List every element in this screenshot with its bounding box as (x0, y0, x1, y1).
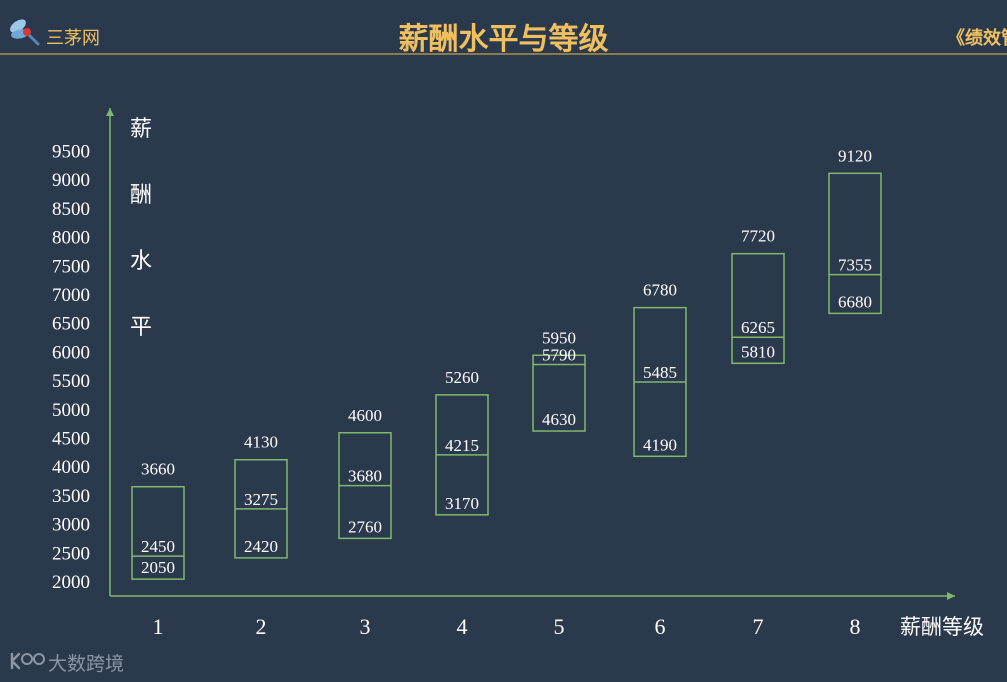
range-max-label: 4130 (244, 433, 278, 452)
y-tick-label: 5000 (52, 400, 90, 421)
range-mid-label: 3275 (244, 490, 278, 509)
range-max-label: 9120 (838, 146, 872, 165)
y-tick-label: 9000 (52, 170, 90, 191)
watermark-logo-icon (10, 652, 45, 670)
y-axis-label: 水 (130, 249, 152, 274)
dragonfly-logo-icon (10, 19, 40, 46)
range-mid-label: 7355 (838, 256, 872, 275)
y-tick-label: 3000 (52, 515, 90, 536)
x-axis-arrow (947, 592, 955, 600)
page-subtitle: 《绩效管理与 (947, 28, 1007, 49)
x-axis-label: 薪酬等级 (900, 615, 984, 639)
range-min-label: 6680 (838, 292, 872, 311)
range-box (828, 172, 882, 315)
range-max-label: 7720 (741, 227, 775, 246)
range-min-label: 4190 (643, 435, 677, 454)
range-max-label: 5950 (542, 328, 576, 347)
x-tick-label: 1 (153, 614, 164, 639)
brand-name: 三茅网 (46, 28, 100, 49)
y-tick-label: 7000 (52, 285, 90, 306)
header-divider (0, 53, 1007, 55)
range-min-label: 4630 (542, 410, 576, 429)
x-tick-label: 8 (850, 614, 861, 639)
range-box (731, 252, 785, 365)
range-mid-label: 4215 (445, 436, 479, 455)
x-tick-label: 6 (655, 614, 666, 639)
y-tick-label: 4000 (52, 457, 90, 478)
x-tick-label: 3 (360, 614, 371, 639)
x-tick-label: 7 (753, 614, 764, 639)
y-axis-label: 酬 (130, 183, 152, 208)
range-min-label: 2420 (244, 537, 278, 556)
y-tick-label: 2000 (52, 572, 90, 593)
y-tick-label: 8000 (52, 228, 90, 249)
x-tick-label: 4 (457, 614, 468, 639)
y-axis-label: 平 (130, 315, 152, 340)
range-mid-label: 5790 (542, 345, 576, 364)
range-max-label: 5260 (445, 368, 479, 387)
range-min-label: 2050 (141, 558, 175, 577)
range-min-label: 2760 (348, 517, 382, 536)
range-max-label: 6780 (643, 281, 677, 300)
y-tick-label: 5500 (52, 371, 90, 392)
y-axis-arrow (106, 108, 114, 116)
range-mid-label: 6265 (741, 318, 775, 337)
page-title: 薪酬水平与等级 (398, 22, 609, 57)
range-mid-label: 5485 (643, 363, 677, 382)
range-max-label: 3660 (141, 460, 175, 479)
y-tick-label: 8500 (52, 199, 90, 220)
y-tick-label: 6000 (52, 342, 90, 363)
range-mid-label: 3680 (348, 467, 382, 486)
header: 三茅网 薪酬水平与等级 《绩效管理与 (0, 0, 1007, 58)
range-box (532, 354, 586, 432)
range-min-label: 3170 (445, 494, 479, 513)
y-tick-label: 3500 (52, 486, 90, 507)
x-tick-label: 5 (554, 614, 565, 639)
range-max-label: 4600 (348, 406, 382, 425)
range-min-label: 5810 (741, 342, 775, 361)
y-axis-label: 薪 (130, 117, 152, 142)
y-tick-label: 6500 (52, 314, 90, 335)
watermark-text: 大数跨境 (48, 653, 125, 675)
x-tick-label: 2 (256, 614, 267, 639)
y-tick-label: 9500 (52, 142, 90, 163)
y-tick-label: 7500 (52, 256, 90, 277)
y-tick-label: 2500 (52, 543, 90, 564)
y-tick-label: 4500 (52, 429, 90, 450)
range-box (131, 485, 185, 580)
range-mid-label: 2450 (141, 537, 175, 556)
